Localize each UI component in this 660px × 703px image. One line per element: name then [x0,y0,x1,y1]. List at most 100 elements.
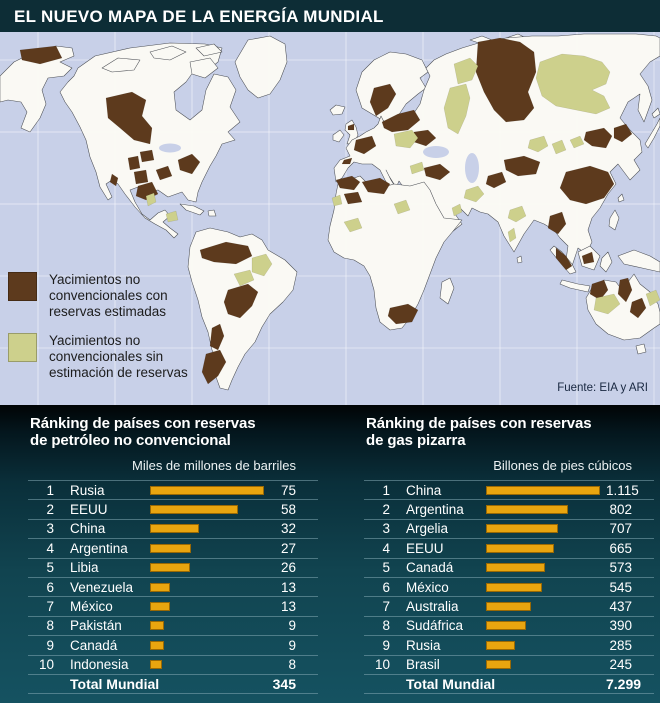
value-bar [150,640,164,650]
rank-label: 2 [382,502,390,518]
chart-title: Ránking de países con reservas de petról… [30,415,256,449]
value-label: 9 [288,637,296,653]
source-credit: Fuente: EIA y ARI [557,382,648,394]
bar-cell [150,543,270,553]
country-label: China [406,482,442,498]
country-label: Argentina [406,502,464,518]
bar-cell [150,524,270,534]
rank-label: 4 [382,540,390,556]
bar-cell [150,602,270,612]
legend-label-estimated: Yacimientos no convencionales con reserv… [49,272,168,319]
chart-row: 3 Argelia 707 [364,518,654,538]
value-bar [486,602,531,612]
legend-label-unestimated: Yacimientos no convencionales sin estima… [49,333,188,380]
bar-cell [486,563,606,573]
chart-row: 10 Indonesia 8 [28,654,318,674]
madagascar [439,277,455,305]
country-label: México [70,599,113,615]
greenland [234,35,288,99]
value-label: 26 [280,560,296,576]
value-label: 1.115 [606,482,639,498]
value-label: 437 [609,599,632,615]
bar-cell [486,602,606,612]
value-label: 665 [609,540,632,556]
country-label: Libia [70,560,99,576]
chart-row: 7 Australia 437 [364,596,654,615]
chart-row: 4 Argentina 27 [28,538,318,557]
bar-cell [486,505,606,515]
chart-row: 6 Venezuela 13 [28,576,318,596]
page-title: EL NUEVO MAPA DE LA ENERGÍA MUNDIAL [14,7,384,26]
rank-label: 4 [46,540,54,556]
chart-row: 3 China 32 [28,518,318,538]
bar-cell [150,505,270,515]
oil-reserves-chart: Ránking de países con reservas de petról… [28,405,318,695]
bar-cell [150,485,270,495]
chart-unit: Billones de pies cúbicos [493,458,632,473]
chart-row: 1 Rusia 75 [28,480,318,499]
unestimated-reserves-regions [145,53,660,315]
value-bar [150,602,170,612]
map-legend: Yacimientos no convencionales con reserv… [8,272,223,394]
unestimated-swatch [8,333,37,362]
rank-label: 10 [38,657,54,673]
estimated-swatch [8,272,37,301]
iceland [329,104,346,116]
legend-item-estimated: Yacimientos no convencionales con reserv… [8,272,223,320]
value-label: 245 [609,657,632,673]
chart-row: 8 Pakistán 9 [28,615,318,635]
chart-rows: 1 Rusia 75 2 EEUU 58 3 China 32 4 Argentina 27 5 Libi… [28,480,318,695]
philippines [608,209,620,231]
rank-label: 5 [382,560,390,576]
country-label: EEUU [406,540,444,556]
rank-label: 5 [46,560,54,576]
rank-label: 8 [382,618,390,634]
bar-cell [486,660,606,670]
alaska [0,45,75,133]
new-guinea [617,249,660,273]
bar-cell [486,485,606,495]
country-label: Venezuela [70,579,134,595]
value-bar [150,660,163,670]
world-map [0,32,660,405]
value-bar [486,640,516,650]
country-label: Rusia [406,637,441,653]
country-label: Brasil [406,657,440,673]
world-map-section: Yacimientos no convencionales con reserv… [0,32,660,405]
bar-cell [150,621,270,631]
rank-label: 7 [382,599,390,615]
country-label: México [406,579,449,595]
bar-cell [486,582,606,592]
bar-cell [150,640,270,650]
japan [644,107,660,149]
value-bar [486,505,568,515]
value-bar [486,582,542,592]
value-bar [150,505,239,515]
cuba [179,203,217,217]
value-bar [150,563,190,573]
value-bar [150,621,164,631]
value-label: 8 [288,657,296,673]
value-label: 58 [280,502,296,518]
bar-cell [150,582,270,592]
country-label: EEUU [70,502,108,518]
chart-row: 1 China 1.115 [364,480,654,499]
rank-label: 6 [46,579,54,595]
value-bar [486,621,526,631]
country-label: China [70,521,106,537]
value-label: 707 [609,521,632,537]
title-bar: EL NUEVO MAPA DE LA ENERGÍA MUNDIAL [0,0,660,32]
bar-cell [486,524,606,534]
value-bar [486,485,600,495]
rank-label: 7 [46,599,54,615]
chart-row: 6 México 545 [364,576,654,596]
value-label: 390 [609,618,632,634]
rank-label: 1 [382,482,390,498]
bar-cell [150,563,270,573]
rank-label: 8 [46,618,54,634]
taiwan [617,193,625,203]
country-label: Argelia [406,521,449,537]
total-label: Total Mundial [70,676,160,693]
country-label: Indonesia [70,657,129,673]
country-label: Canadá [70,637,118,653]
